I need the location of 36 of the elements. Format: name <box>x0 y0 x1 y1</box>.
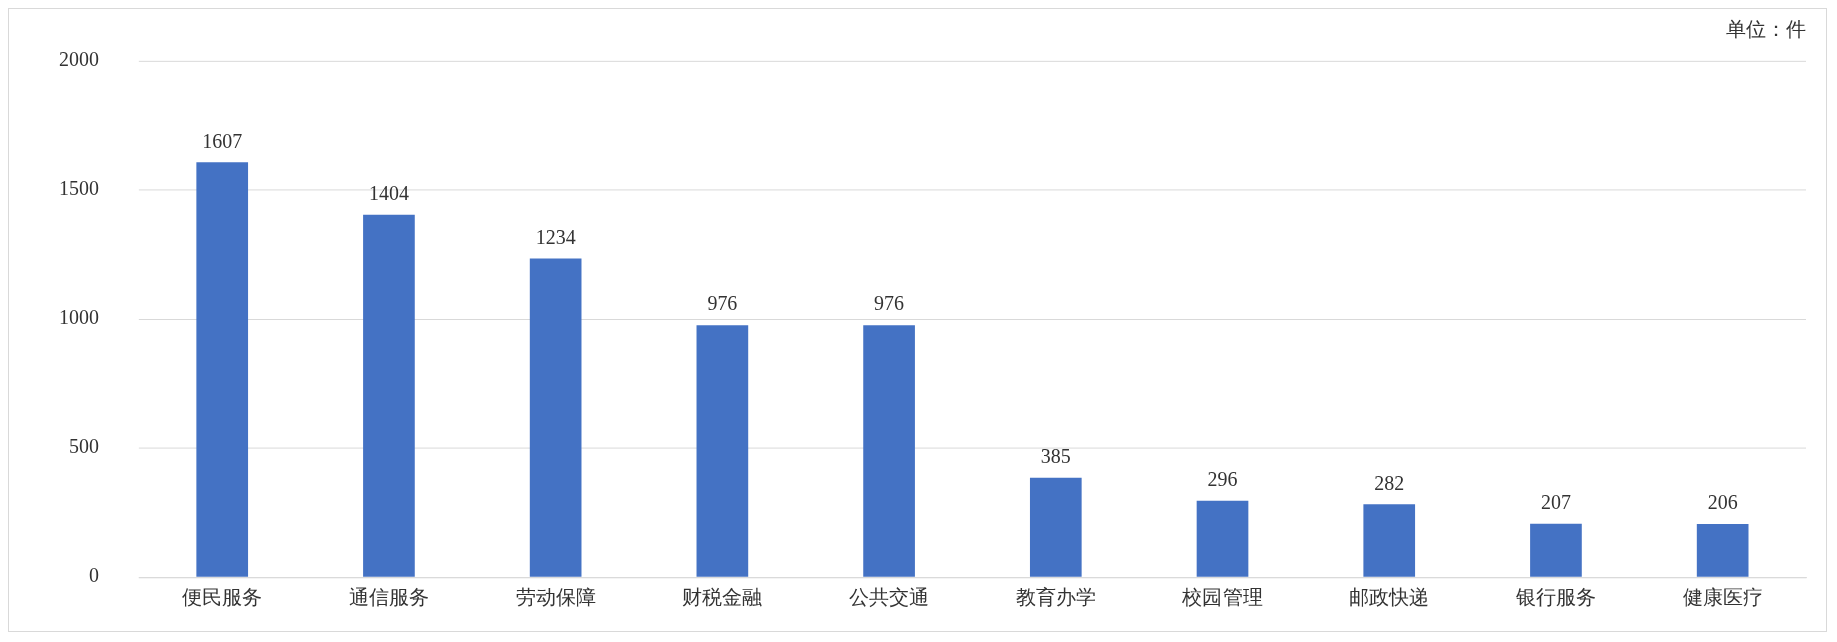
x-tick-label: 教育办学 <box>1015 586 1096 609</box>
y-tick-label: 1000 <box>58 306 99 329</box>
y-tick-label: 500 <box>68 435 99 458</box>
bar <box>529 258 582 577</box>
bar <box>1196 500 1249 577</box>
x-tick-label: 公共交通 <box>849 586 930 609</box>
data-label: 1404 <box>368 182 409 204</box>
x-tick-label: 劳动保障 <box>515 586 596 609</box>
y-tick-label: 0 <box>88 564 99 587</box>
bar <box>1363 504 1416 577</box>
bar <box>1696 523 1749 577</box>
bar <box>696 325 749 577</box>
data-label: 385 <box>1040 445 1071 468</box>
x-tick-label: 便民服务 <box>182 586 263 609</box>
y-tick-label: 2000 <box>58 48 99 71</box>
x-tick-label: 通信服务 <box>348 586 429 609</box>
data-label: 1607 <box>202 129 243 152</box>
x-tick-label: 校园管理 <box>1181 586 1263 609</box>
data-label: 296 <box>1207 468 1238 491</box>
x-tick-label: 健康医疗 <box>1682 586 1763 609</box>
text: 单位：件 <box>1725 18 1807 41</box>
bar <box>363 214 415 577</box>
bar <box>1530 523 1582 577</box>
bar <box>1029 477 1082 577</box>
bar <box>196 162 249 577</box>
x-tick-label: 财税金融 <box>682 586 763 609</box>
data-label: 976 <box>874 292 905 315</box>
data-label: 1234 <box>535 225 576 248</box>
data-label: 206 <box>1707 491 1738 514</box>
data-label: 207 <box>1540 491 1571 514</box>
x-tick-label: 邮政快递 <box>1349 586 1430 609</box>
bar <box>863 325 915 577</box>
x-tick-label: 银行服务 <box>1514 586 1596 609</box>
y-tick-label: 1500 <box>58 177 99 200</box>
data-label: 976 <box>707 292 738 315</box>
data-label: 282 <box>1374 471 1405 494</box>
